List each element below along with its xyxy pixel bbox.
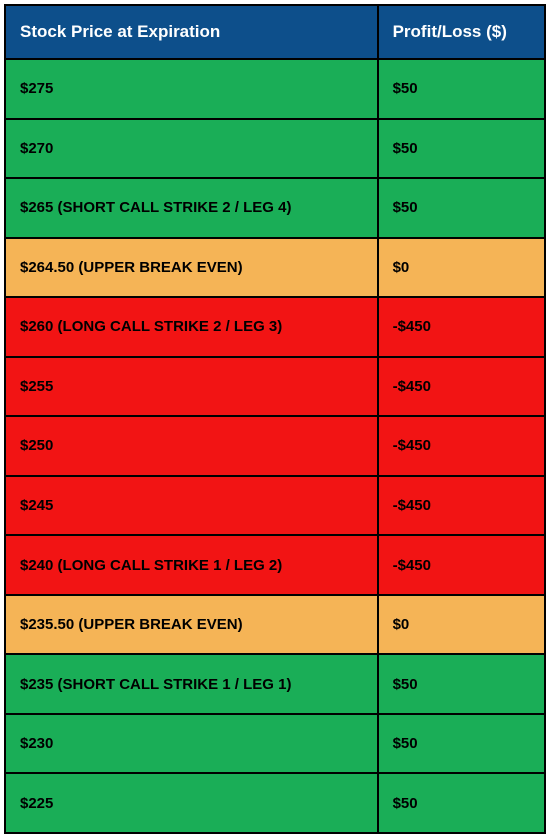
table-row: $245-$450 xyxy=(5,476,545,536)
cell-pl: -$450 xyxy=(378,357,545,417)
cell-pl: -$450 xyxy=(378,535,545,595)
table-row: $235.50 (UPPER BREAK EVEN)$0 xyxy=(5,595,545,655)
cell-price: $270 xyxy=(5,119,378,179)
cell-price: $225 xyxy=(5,773,378,833)
cell-pl: $0 xyxy=(378,595,545,655)
cell-pl: $50 xyxy=(378,714,545,774)
cell-price: $240 (LONG CALL STRIKE 1 / LEG 2) xyxy=(5,535,378,595)
cell-price: $245 xyxy=(5,476,378,536)
column-header-price: Stock Price at Expiration xyxy=(5,5,378,59)
cell-price: $265 (SHORT CALL STRIKE 2 / LEG 4) xyxy=(5,178,378,238)
table-row: $255-$450 xyxy=(5,357,545,417)
table-row: $240 (LONG CALL STRIKE 1 / LEG 2)-$450 xyxy=(5,535,545,595)
cell-pl: $0 xyxy=(378,238,545,298)
cell-price: $235 (SHORT CALL STRIKE 1 / LEG 1) xyxy=(5,654,378,714)
cell-price: $255 xyxy=(5,357,378,417)
cell-pl: $50 xyxy=(378,119,545,179)
table-header-row: Stock Price at Expiration Profit/Loss ($… xyxy=(5,5,545,59)
column-header-pl: Profit/Loss ($) xyxy=(378,5,545,59)
cell-price: $264.50 (UPPER BREAK EVEN) xyxy=(5,238,378,298)
cell-pl: $50 xyxy=(378,773,545,833)
table-row: $275$50 xyxy=(5,59,545,119)
table-row: $260 (LONG CALL STRIKE 2 / LEG 3)-$450 xyxy=(5,297,545,357)
cell-price: $230 xyxy=(5,714,378,774)
cell-pl: -$450 xyxy=(378,416,545,476)
cell-price: $260 (LONG CALL STRIKE 2 / LEG 3) xyxy=(5,297,378,357)
table-row: $235 (SHORT CALL STRIKE 1 / LEG 1)$50 xyxy=(5,654,545,714)
table-body: $275$50$270$50$265 (SHORT CALL STRIKE 2 … xyxy=(5,59,545,833)
cell-pl: -$450 xyxy=(378,297,545,357)
table-row: $270$50 xyxy=(5,119,545,179)
cell-price: $250 xyxy=(5,416,378,476)
cell-pl: $50 xyxy=(378,654,545,714)
cell-price: $275 xyxy=(5,59,378,119)
table-row: $225$50 xyxy=(5,773,545,833)
table-row: $250-$450 xyxy=(5,416,545,476)
table-row: $264.50 (UPPER BREAK EVEN)$0 xyxy=(5,238,545,298)
profit-loss-table: Stock Price at Expiration Profit/Loss ($… xyxy=(4,4,546,834)
cell-pl: $50 xyxy=(378,178,545,238)
table-row: $230$50 xyxy=(5,714,545,774)
cell-pl: -$450 xyxy=(378,476,545,536)
table-row: $265 (SHORT CALL STRIKE 2 / LEG 4)$50 xyxy=(5,178,545,238)
cell-price: $235.50 (UPPER BREAK EVEN) xyxy=(5,595,378,655)
cell-pl: $50 xyxy=(378,59,545,119)
